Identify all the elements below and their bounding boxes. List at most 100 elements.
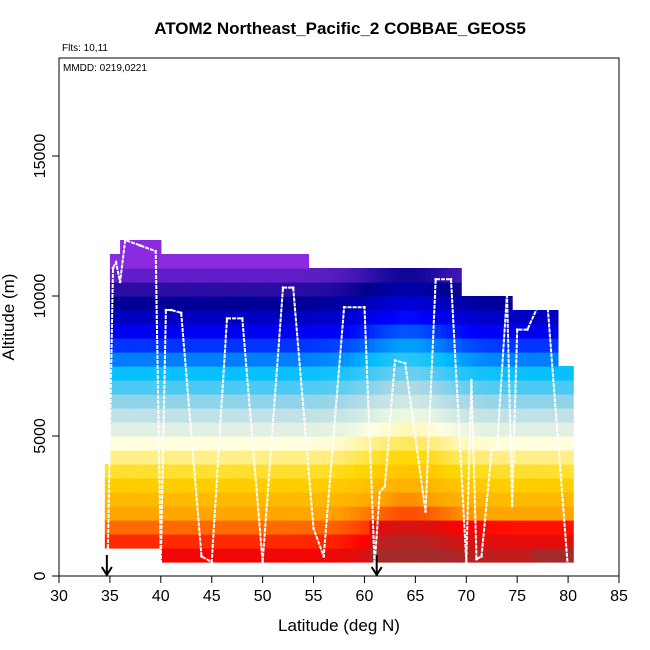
heatmap-cell — [359, 506, 366, 521]
heatmap-cell — [364, 520, 371, 535]
heatmap-cell — [323, 324, 330, 339]
heatmap-cell — [283, 506, 289, 521]
heatmap-cell — [206, 520, 213, 535]
chart-title: ATOM2 Northeast_Pacific_2 COBBAE_GEOS5 — [154, 19, 526, 38]
heatmap-cell — [547, 366, 554, 381]
heatmap-cell — [420, 310, 427, 325]
heatmap-cell — [333, 268, 340, 283]
heatmap-cell — [120, 310, 126, 325]
heatmap-cell — [176, 352, 182, 367]
heatmap-cell — [517, 422, 523, 437]
heatmap-cell — [313, 464, 320, 479]
heatmap-cell — [435, 268, 442, 283]
heatmap-cell — [476, 366, 483, 381]
heatmap-cell — [384, 506, 391, 521]
heatmap-cell — [109, 534, 116, 549]
heatmap-cell — [563, 492, 569, 507]
heatmap-cell — [171, 450, 177, 465]
heatmap-cell — [379, 338, 386, 353]
heatmap-cell — [186, 380, 192, 395]
heatmap-cell — [150, 240, 157, 255]
heatmap-cell — [400, 352, 406, 367]
heatmap-cell — [552, 548, 559, 563]
heatmap-cell — [206, 478, 213, 493]
heatmap-cell — [160, 310, 167, 325]
heatmap-cell — [308, 296, 315, 311]
heatmap-cell — [333, 282, 340, 297]
heatmap-cell — [288, 282, 294, 297]
heatmap-cell — [369, 338, 376, 353]
heatmap-cell — [430, 408, 437, 423]
heatmap-cell — [364, 310, 371, 325]
heatmap-cell — [415, 338, 422, 353]
heatmap-cell — [471, 366, 478, 381]
heatmap-cell — [410, 436, 416, 451]
heatmap-cell — [517, 436, 523, 451]
heatmap-cell — [471, 296, 478, 311]
heatmap-cell — [283, 296, 289, 311]
heatmap-cell — [466, 366, 472, 381]
heatmap-cell — [186, 310, 192, 325]
heatmap-cell — [527, 338, 534, 353]
heatmap-cell — [135, 380, 142, 395]
heatmap-cell — [120, 338, 126, 353]
heatmap-cell — [379, 492, 386, 507]
heatmap-cell — [435, 436, 442, 451]
heatmap-cell — [532, 352, 539, 367]
heatmap-cell — [568, 450, 574, 465]
heatmap-cell — [318, 352, 325, 367]
heatmap-cell — [496, 450, 503, 465]
heatmap-cell — [201, 478, 208, 493]
heatmap-cell — [160, 492, 167, 507]
heatmap-cell — [227, 492, 233, 507]
heatmap-cell — [237, 324, 243, 339]
heatmap-cell — [160, 324, 167, 339]
heatmap-cell — [171, 422, 177, 437]
heatmap-cell — [456, 478, 462, 493]
heatmap-cell — [171, 338, 177, 353]
heatmap-cell — [201, 254, 208, 269]
heatmap-cell — [405, 324, 411, 339]
heatmap-cell — [430, 534, 437, 549]
heatmap-cell — [389, 478, 396, 493]
heatmap-cell — [145, 254, 152, 269]
heatmap-cell — [568, 408, 574, 423]
heatmap-cell — [333, 520, 340, 535]
heatmap-cell — [552, 492, 559, 507]
heatmap-cell — [135, 436, 142, 451]
heatmap-cell — [435, 324, 442, 339]
heatmap-cell — [283, 450, 289, 465]
heatmap-cell — [206, 492, 213, 507]
heatmap-cell — [542, 450, 549, 465]
heatmap-cell — [430, 422, 437, 437]
heatmap-cell — [384, 534, 391, 549]
heatmap-cell — [445, 352, 452, 367]
heatmap-cell — [328, 408, 335, 423]
heatmap-cell — [242, 548, 248, 563]
heatmap-cell — [323, 380, 330, 395]
heatmap-cell — [308, 366, 315, 381]
heatmap-cell — [272, 464, 279, 479]
heatmap-cell — [140, 338, 147, 353]
heatmap-cell — [298, 492, 304, 507]
heatmap-cell — [542, 380, 549, 395]
y-tick-label: 10000 — [32, 274, 49, 319]
heatmap-cell — [237, 282, 243, 297]
heatmap-cell — [359, 366, 366, 381]
heatmap-cell — [211, 394, 218, 409]
heatmap-cell — [109, 380, 116, 395]
heatmap-cell — [349, 492, 355, 507]
heatmap-cell — [547, 478, 554, 493]
heatmap-cell — [308, 268, 315, 283]
heatmap-cell — [237, 394, 243, 409]
heatmap-cell — [501, 436, 508, 451]
heatmap-cell — [242, 422, 248, 437]
heatmap-cell — [374, 464, 381, 479]
heatmap-cell — [201, 506, 208, 521]
heatmap-cell — [196, 282, 203, 297]
heatmap-cell — [196, 366, 203, 381]
heatmap-cell — [262, 380, 269, 395]
heatmap-cell — [496, 422, 503, 437]
heatmap-cell — [242, 408, 248, 423]
heatmap-cell — [491, 548, 498, 563]
